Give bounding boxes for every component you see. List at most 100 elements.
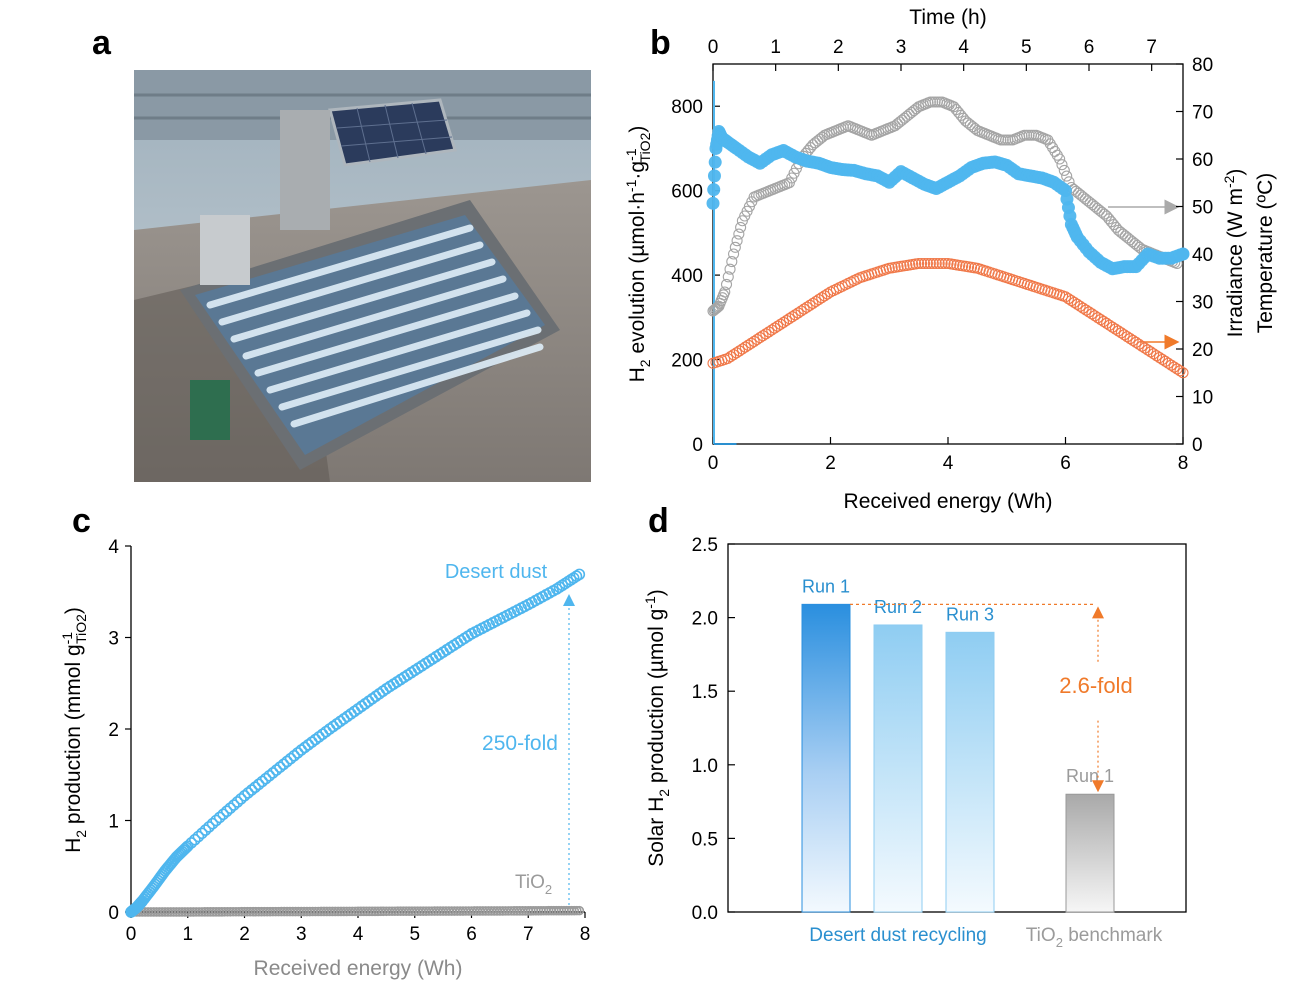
chart-b-frame	[712, 63, 1184, 445]
chart-b-irradiance-point	[921, 257, 933, 270]
chart-b-irradiance-point	[1115, 327, 1127, 339]
chart-b-y-right-irradiance-title: Irradiance (W m-2)	[1221, 169, 1247, 338]
chart-c-desert-dust-point	[235, 793, 247, 805]
chart-b-x2-tick-label: 0	[708, 37, 719, 58]
chart-c-desert-dust-point	[288, 749, 300, 762]
chart-b-irradiance-point	[1083, 306, 1095, 318]
group-label-desert: Desert dust recycling	[809, 925, 986, 946]
chart-b-irradiance-point	[1165, 359, 1177, 371]
chart-b-temperature-point	[733, 228, 745, 240]
chart-b-y-left-tick-label: 0	[692, 435, 703, 456]
chart-b-x2-tick-label: 5	[1021, 37, 1032, 58]
chart-b-irradiance-point	[819, 290, 831, 302]
chart-d-bar	[1065, 793, 1115, 913]
chart-b-irradiance-point	[1106, 321, 1119, 333]
chart-d-y-tick-label: 1.5	[692, 682, 718, 703]
chart-b-irradiance-point	[795, 305, 807, 317]
chart-c-desert-dust-point	[185, 837, 198, 849]
chart-b-h2-point	[708, 155, 722, 169]
chart-b-temperature-point	[1056, 159, 1068, 171]
chart-b-y-right-tick-label: 30	[1192, 293, 1213, 314]
chart-b-temperature-point	[1058, 164, 1070, 176]
chart-b-y-right-tick-label: 70	[1192, 103, 1213, 124]
chart-b-y-right-tick-label: 10	[1192, 388, 1213, 409]
chart-b-h2-point	[707, 169, 721, 183]
chart-b-irradiance-point	[1124, 332, 1136, 345]
chart-b-irradiance-point	[754, 332, 766, 344]
chart-b-irradiance-point	[936, 257, 948, 270]
chart-b-irradiance-point	[1065, 294, 1077, 307]
chart-b-x2-title: Time (h)	[909, 6, 986, 29]
chart-b-irradiance-point	[789, 309, 801, 321]
chart-c-desert-dust-point	[199, 824, 212, 836]
chart-c-desert-dust-point	[573, 568, 586, 581]
group-label-tio2: TiO2 benchmark	[1026, 925, 1163, 950]
chart-b-irradiance-point	[810, 295, 822, 308]
chart-b-x2-tick-label: 7	[1146, 37, 1157, 58]
chart-c-x-title: Received energy (Wh)	[254, 957, 463, 980]
chart-b-irradiance-point	[939, 257, 951, 270]
chart-b-irradiance-point	[916, 257, 928, 270]
chart-b-irradiance-point	[918, 257, 931, 270]
chart-b-irradiance-point	[1151, 350, 1163, 362]
chart-b-irradiance-point	[1171, 363, 1183, 375]
chart-b-irradiance-point	[913, 257, 925, 270]
chart-b-irradiance-point	[1159, 355, 1171, 367]
chart-c-desert-dust-point	[220, 805, 233, 818]
chart-c-y-tick-label: 1	[108, 812, 119, 833]
chart-b-irradiance-point	[725, 351, 737, 363]
chart-c-desert-dust-point	[238, 789, 251, 802]
chart-b-y-left-tick-label: 800	[671, 97, 703, 118]
chart-b-irradiance-point	[1177, 367, 1189, 379]
chart-b-ticks: 0 2 4 6 80 1 2 3 4 5 6 7020040060080001020304050607…	[671, 37, 1213, 474]
chart-b-h2-point	[706, 196, 720, 210]
chart-b-irradiance-point	[1095, 313, 1107, 326]
chart-d-ticks: 0.0 0.5 1.0 1.5 2.0 2.5	[692, 535, 735, 924]
chart-b-y-right-tick-label: 20	[1192, 340, 1213, 361]
chart-b-temperature-point	[729, 241, 741, 253]
chart-b-irradiance-point	[1127, 334, 1139, 347]
chart-b-irradiance-point	[733, 345, 745, 357]
chart-b-x2-tick-label: 6	[1084, 37, 1095, 58]
chart-b-irradiance-point	[1174, 365, 1186, 377]
chart-b-irradiance-point	[1059, 291, 1072, 303]
chart-b-h2-point	[1176, 247, 1190, 261]
chart-b-temperature-point	[1061, 170, 1073, 182]
chart-d-bar	[801, 603, 851, 913]
chart-c-y-tick-label: 0	[108, 903, 119, 924]
chart-b-irradiance-point	[1139, 342, 1151, 354]
chart-b-irradiance-point	[1109, 323, 1121, 335]
chart-c-x-tick-label: 1	[182, 924, 193, 945]
chart-b-irradiance-point	[798, 303, 810, 315]
chart-b-marks	[706, 80, 1190, 445]
chart-b-irradiance-point	[1062, 293, 1074, 305]
chart-b-x-tick-label: 4	[943, 453, 954, 474]
chart-c-desert-dust-point	[181, 840, 194, 852]
chart-b-irradiance-point	[748, 335, 760, 347]
panel-letter-c: c	[72, 502, 91, 540]
chart-b-irradiance-point	[1089, 310, 1101, 322]
chart-b-irradiance-point	[780, 314, 792, 327]
panel-letter-b: b	[650, 24, 671, 62]
chart-c-desert-dust-point	[242, 787, 254, 799]
chart-c-desert-dust-point	[179, 843, 191, 855]
chart-b-irradiance-point	[766, 324, 778, 336]
chart-b-irradiance-point	[1156, 353, 1168, 366]
chart-b-y-left-title: H2 evolution (µmol·h-1·g-1TiO2)	[623, 126, 653, 383]
chart-d-marks: Run 1 Run 2 Run 3 Run 1	[801, 576, 1115, 913]
chart-b-irradiance-point	[763, 326, 775, 338]
chart-c-y-tick-label: 2	[108, 720, 119, 741]
tio2-label: TiO2	[515, 872, 552, 897]
chart-c: Received energy (Wh) H2 production (mmol…	[59, 537, 590, 980]
chart-b-x2-tick-label: 2	[833, 37, 844, 58]
chart-d-bar-label: Run 3	[946, 604, 994, 624]
chart-c-desert-dust-point	[267, 767, 279, 779]
chart-b-irradiance-point	[792, 307, 804, 319]
chart-c-desert-dust-point	[192, 830, 205, 843]
chart-c-desert-dust-point	[259, 772, 272, 785]
chart-b-irradiance-point	[786, 311, 798, 323]
chart-c-x-tick-label: 0	[126, 924, 137, 945]
chart-c-y-tick-label: 4	[108, 537, 119, 558]
chart-c-desert-dust-point	[291, 747, 304, 759]
